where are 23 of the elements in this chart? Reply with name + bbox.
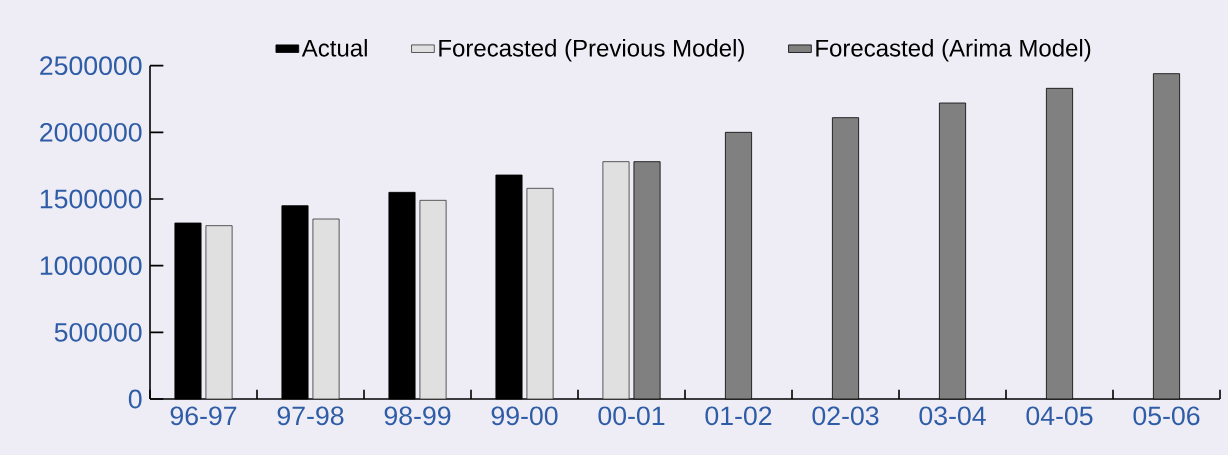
bar (312, 218, 340, 400)
x-tick-label: 02-03 (812, 406, 879, 426)
x-tick-label: 03-04 (919, 406, 986, 426)
y-tick-label: 500000 (54, 322, 142, 342)
y-tick-label: 2000000 (40, 122, 142, 142)
bar (526, 187, 554, 400)
x-tick-label: 96-97 (170, 406, 237, 426)
x-tick-label: 00-01 (598, 406, 665, 426)
x-tick-label: 99-00 (491, 406, 558, 426)
x-tick-label: 05-06 (1133, 406, 1200, 426)
y-tick-label: 1500000 (40, 189, 142, 209)
y-tick-label: 2500000 (40, 56, 142, 76)
bar (205, 225, 233, 400)
y-tick-label: 0 (128, 389, 142, 409)
legend-label: Actual (301, 39, 367, 57)
x-tick-label: 01-02 (705, 406, 772, 426)
legend-label: Forecasted (Arima Model) (816, 39, 1091, 62)
y-tick-label: 1000000 (40, 256, 142, 276)
bar (419, 199, 447, 400)
x-tick-label: 97-98 (277, 406, 344, 426)
x-tick-label: 04-05 (1026, 406, 1093, 426)
legend-label: Forecasted (Previous Model) (439, 39, 744, 62)
x-tick-label: 98-99 (384, 406, 451, 426)
